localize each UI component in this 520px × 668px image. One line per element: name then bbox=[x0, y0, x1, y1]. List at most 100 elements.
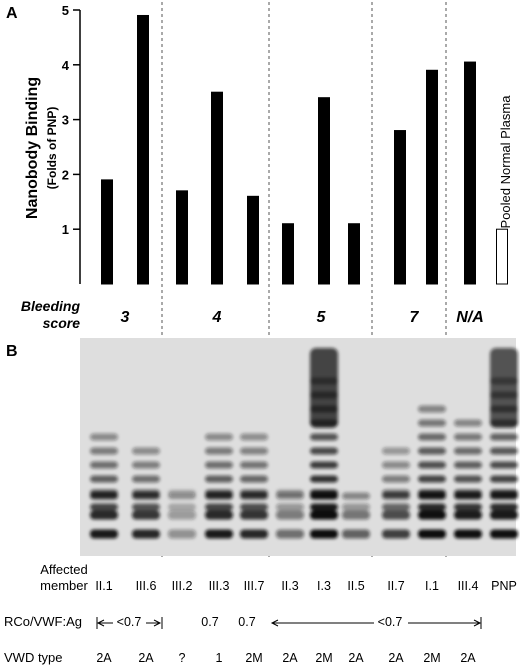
gel-band bbox=[342, 503, 370, 511]
affected-member-label: II.7 bbox=[387, 579, 404, 593]
gel-band bbox=[276, 503, 304, 511]
gel-band bbox=[205, 503, 233, 511]
gel-band bbox=[454, 529, 482, 539]
y-axis-label: Nanobody Binding bbox=[24, 77, 41, 219]
bar bbox=[247, 195, 259, 285]
bleeding-score: N/A bbox=[456, 309, 484, 326]
affected-member-label: I.3 bbox=[317, 579, 331, 593]
gel-band bbox=[382, 510, 410, 520]
gel-band bbox=[132, 510, 160, 520]
gel-band bbox=[276, 510, 304, 520]
gel-band bbox=[454, 433, 482, 441]
gel-band bbox=[490, 503, 518, 511]
affected-member-label: PNP bbox=[491, 579, 517, 593]
gel-band bbox=[454, 419, 482, 427]
affected-members: II.1 III.6 III.2 III.3 III.7 II.3 I.3 II.5 II.7 I… bbox=[95, 579, 517, 593]
gel-band bbox=[382, 529, 410, 539]
affected-member-title-line2: member bbox=[40, 578, 88, 593]
bar bbox=[348, 223, 360, 285]
affected-member-label: III.2 bbox=[172, 579, 193, 593]
gel-band bbox=[168, 529, 196, 539]
gel-band bbox=[132, 447, 160, 455]
gel-band bbox=[205, 447, 233, 455]
gel-band bbox=[418, 510, 446, 520]
gel-band bbox=[490, 475, 518, 483]
bar bbox=[464, 61, 476, 285]
gel-band bbox=[90, 461, 118, 469]
affected-member-label: III.7 bbox=[244, 579, 265, 593]
gel-band bbox=[418, 433, 446, 441]
vwd-type: 1 bbox=[216, 651, 223, 665]
bar bbox=[101, 179, 113, 285]
gel-band bbox=[454, 503, 482, 511]
gel-band bbox=[90, 489, 118, 497]
vwd-type: 2A bbox=[460, 651, 476, 665]
bleeding-score: 3 bbox=[121, 309, 130, 326]
affected-member-label: III.3 bbox=[209, 579, 230, 593]
affected-member-label: I.1 bbox=[425, 579, 439, 593]
gel-band bbox=[132, 489, 160, 497]
gel-smear bbox=[310, 348, 338, 428]
gel-band bbox=[310, 475, 338, 483]
vwd-type-title: VWD type bbox=[4, 650, 63, 665]
gel-band bbox=[205, 529, 233, 539]
bars bbox=[101, 14, 508, 285]
arrow-head bbox=[473, 619, 482, 627]
gel-band bbox=[205, 461, 233, 469]
gel-bands bbox=[90, 348, 518, 539]
gel-band bbox=[382, 461, 410, 469]
gel-band bbox=[310, 461, 338, 469]
bleeding-scores: 3 4 5 7 N/A bbox=[121, 309, 484, 326]
gel-band bbox=[382, 475, 410, 483]
gel-band bbox=[490, 489, 518, 497]
rco-value: <0.7 bbox=[117, 615, 142, 629]
vwd-type: ? bbox=[179, 651, 186, 665]
y-tick-label: 1 bbox=[62, 222, 69, 237]
rco-title: RCo/VWF:Ag bbox=[4, 614, 82, 629]
bar bbox=[394, 130, 406, 285]
gel-band bbox=[310, 510, 338, 520]
vwd-type: 2M bbox=[423, 651, 440, 665]
gel-band bbox=[418, 475, 446, 483]
gel-band bbox=[382, 447, 410, 455]
gel-band bbox=[310, 433, 338, 441]
bar bbox=[282, 223, 294, 285]
gel-band bbox=[240, 529, 268, 539]
rco-value: 0.7 bbox=[201, 615, 218, 629]
gel-band bbox=[276, 529, 304, 539]
gel-band bbox=[205, 510, 233, 520]
bar-chart: 1 2 3 4 5 Nanobody Binding (Folds of PNP) Po… bbox=[24, 3, 513, 285]
affected-member-label: II.1 bbox=[95, 579, 112, 593]
bleeding-score-title-line2: score bbox=[43, 315, 81, 331]
gel-band bbox=[205, 475, 233, 483]
gel-band bbox=[132, 529, 160, 539]
gel-band bbox=[490, 433, 518, 441]
gel-band bbox=[454, 447, 482, 455]
vwd-type: 2A bbox=[282, 651, 298, 665]
gel-band bbox=[382, 489, 410, 497]
gel-band bbox=[168, 503, 196, 511]
rco-value: <0.7 bbox=[378, 615, 403, 629]
gel-band bbox=[342, 510, 370, 520]
y-tick-label: 3 bbox=[62, 113, 69, 128]
bleeding-score: 7 bbox=[410, 309, 420, 326]
vwd-type: 2A bbox=[348, 651, 364, 665]
gel-band bbox=[382, 503, 410, 511]
gel-band bbox=[276, 489, 304, 497]
multimer-gel bbox=[80, 338, 518, 556]
affected-member-label: III.4 bbox=[458, 579, 479, 593]
gel-band bbox=[90, 503, 118, 511]
bar bbox=[318, 97, 330, 285]
gel-band bbox=[168, 489, 196, 497]
gel-band bbox=[310, 529, 338, 539]
bleeding-score: 5 bbox=[317, 309, 327, 326]
gel-band bbox=[90, 510, 118, 520]
gel-band bbox=[418, 503, 446, 511]
gel-band bbox=[490, 447, 518, 455]
gel-background bbox=[80, 338, 516, 556]
affected-member-title-line1: Affected bbox=[40, 562, 87, 577]
rco-value: 0.7 bbox=[238, 615, 255, 629]
y-tick-label: 5 bbox=[62, 3, 69, 18]
gel-band bbox=[342, 529, 370, 539]
